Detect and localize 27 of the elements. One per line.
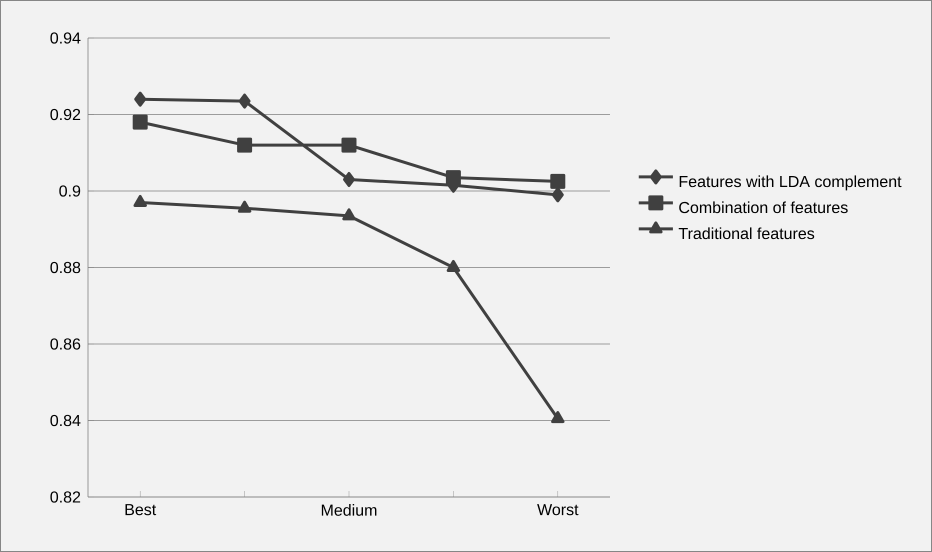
legend-label: Features with LDA complement — [680, 175, 902, 190]
y-tick-label: 0.94 — [50, 32, 80, 44]
point — [342, 172, 355, 188]
point — [238, 200, 252, 213]
x-tick-label: Best — [126, 504, 156, 516]
y-tick-label: 0.9 — [59, 185, 80, 197]
y-tick-label: 0.86 — [50, 338, 80, 350]
point — [342, 208, 356, 220]
y-tick-label: 0.88 — [50, 262, 80, 274]
y-tick-label: 0.92 — [50, 108, 80, 120]
x-tick-label: Medium — [322, 504, 376, 516]
point — [446, 170, 461, 186]
legend-label: Traditional features — [678, 227, 814, 240]
point — [550, 174, 566, 189]
point — [446, 260, 460, 272]
y-tick-label: 0.82 — [50, 491, 80, 503]
x-tick-label: Worst — [537, 504, 578, 516]
point — [237, 138, 252, 153]
point — [552, 187, 564, 202]
point — [134, 194, 147, 207]
point — [132, 114, 148, 130]
point — [134, 92, 146, 107]
point — [551, 411, 564, 424]
legend-label: Combination of features — [679, 201, 848, 214]
y-tick-label: 0.84 — [50, 414, 80, 426]
point — [238, 94, 251, 109]
point — [341, 138, 356, 153]
